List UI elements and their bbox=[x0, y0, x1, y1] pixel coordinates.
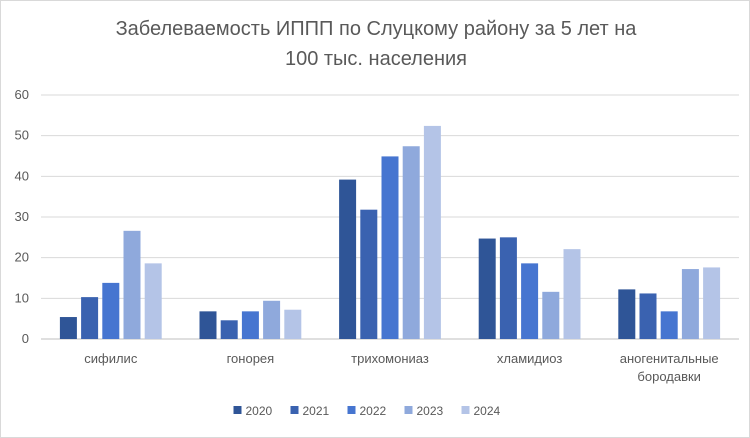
chart-title-line: 100 тыс. населения bbox=[285, 48, 467, 70]
bar-2021 bbox=[220, 320, 238, 339]
bar-2023 bbox=[402, 146, 420, 339]
bar-2022 bbox=[241, 311, 259, 339]
y-tick-label: 30 bbox=[15, 209, 29, 224]
legend-label: 2023 bbox=[417, 404, 444, 418]
bar-2021 bbox=[360, 209, 378, 339]
legend-label: 2020 bbox=[246, 404, 273, 418]
x-category-label: трихомониаз bbox=[351, 351, 429, 366]
bar-2024 bbox=[563, 249, 581, 339]
chart-title-line: Забелеваемость ИППП по Слуцкому району з… bbox=[116, 18, 638, 40]
bar-2021 bbox=[639, 293, 657, 339]
y-tick-label: 40 bbox=[15, 168, 29, 183]
bar-2023 bbox=[263, 300, 281, 339]
y-axis-ticks: 0 10 20 30 40 50 60 bbox=[15, 87, 29, 346]
legend-swatch-2022 bbox=[347, 406, 356, 414]
y-tick-label: 0 bbox=[22, 331, 29, 346]
bar-2020 bbox=[339, 179, 357, 339]
legend-label: 2024 bbox=[474, 404, 501, 418]
y-tick-label: 60 bbox=[15, 87, 29, 102]
bar-2024 bbox=[144, 263, 162, 339]
bar-2020 bbox=[618, 289, 636, 339]
bars bbox=[59, 125, 721, 339]
x-category-label: хламидиоз bbox=[497, 351, 562, 366]
bar-2021 bbox=[499, 237, 517, 339]
bar-2020 bbox=[199, 311, 217, 339]
bar-2022 bbox=[102, 282, 120, 339]
bar-2024 bbox=[703, 267, 721, 339]
legend-label: 2021 bbox=[303, 404, 330, 418]
y-tick-label: 10 bbox=[15, 290, 29, 305]
chart-title: Забелеваемость ИППП по Слуцкому району з… bbox=[116, 18, 638, 70]
bar-2020 bbox=[59, 317, 77, 339]
x-category-label: сифилис bbox=[84, 351, 138, 366]
x-category-label: аногенитальные bbox=[620, 351, 719, 366]
x-category-label: гонорея bbox=[227, 351, 275, 366]
x-category-label: бородавки bbox=[637, 369, 701, 384]
x-axis-categories: сифилис гонорея трихомониаз хламидиоз аноген… bbox=[84, 351, 718, 384]
bar-2022 bbox=[521, 263, 539, 339]
legend-swatch-2024 bbox=[461, 406, 470, 414]
legend-swatch-2021 bbox=[290, 406, 299, 414]
legend-label: 2022 bbox=[360, 404, 387, 418]
bar-2024 bbox=[284, 309, 302, 339]
bar-2023 bbox=[681, 269, 699, 339]
bar-2024 bbox=[423, 125, 441, 339]
legend-swatch-2020 bbox=[233, 406, 242, 414]
bar-2023 bbox=[542, 291, 560, 339]
y-tick-label: 50 bbox=[15, 128, 29, 143]
bar-2023 bbox=[123, 230, 141, 339]
y-tick-label: 20 bbox=[15, 250, 29, 265]
bar-2020 bbox=[478, 238, 496, 339]
bar-2021 bbox=[81, 297, 99, 339]
bar-2022 bbox=[660, 311, 678, 339]
bar-2022 bbox=[381, 156, 399, 339]
legend-swatch-2023 bbox=[404, 406, 413, 414]
legend: 2020 2021 2022 2023 2024 bbox=[233, 404, 501, 418]
